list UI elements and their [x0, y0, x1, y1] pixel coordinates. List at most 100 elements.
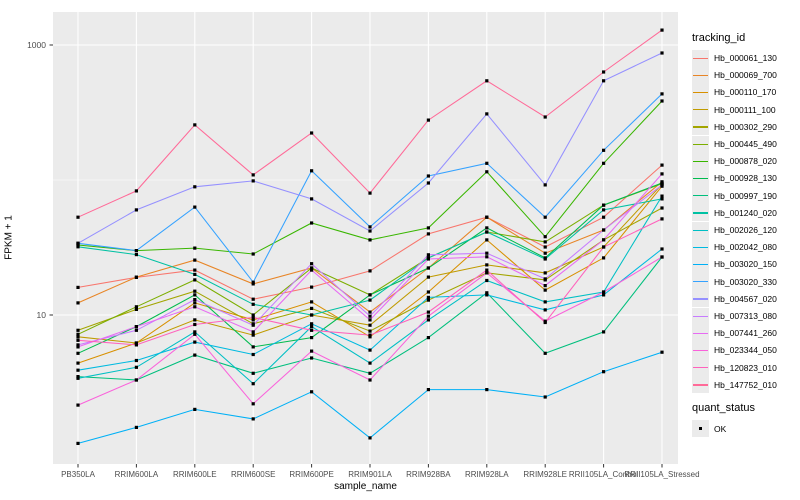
legend-item-Hb_120823_010: Hb_120823_010: [692, 359, 777, 377]
legend-label: Hb_000928_130: [714, 173, 777, 184]
legend-key-line: [692, 83, 709, 101]
data-point: [251, 252, 255, 256]
x-tick-label: RRIM901LA: [348, 470, 392, 479]
data-point: [310, 268, 314, 272]
data-point: [134, 425, 138, 429]
legend-item-Hb_000111_100: Hb_000111_100: [692, 101, 776, 119]
legend-title-quant-status: quant_status: [692, 402, 755, 414]
data-point: [310, 328, 314, 332]
x-tick-label: RRII105LA_Control: [569, 470, 639, 479]
legend-line-swatch: [693, 315, 708, 317]
legend-item-Hb_007313_080: Hb_007313_080: [692, 307, 777, 325]
legend-label: Hb_000061_130: [714, 53, 777, 63]
data-point: [310, 322, 314, 326]
legend-item-Hb_000069_700: Hb_000069_700: [692, 66, 777, 84]
legend-key-line: [692, 376, 709, 394]
data-point: [485, 161, 489, 165]
x-axis-title: sample_name: [334, 481, 397, 492]
legend-line-swatch: [693, 332, 708, 335]
legend-item-Hb_007441_260: Hb_007441_260: [692, 324, 777, 342]
data-point: [251, 318, 255, 322]
data-point: [310, 169, 314, 173]
data-point: [602, 330, 606, 334]
data-point: [426, 232, 430, 236]
legend-label: Hb_000111_100: [714, 104, 776, 115]
data-point: [251, 179, 255, 183]
data-point: [426, 295, 430, 299]
data-point: [660, 172, 664, 176]
legend-line-swatch: [693, 349, 708, 352]
data-point: [193, 289, 197, 293]
data-point: [251, 280, 255, 284]
legend-key-line: [692, 307, 709, 325]
data-point: [602, 79, 606, 83]
data-point: [310, 336, 314, 340]
data-point: [251, 315, 255, 319]
data-point: [485, 388, 489, 392]
data-point: [76, 332, 80, 336]
data-point: [193, 293, 197, 297]
legend-key-point: [692, 420, 709, 437]
x-tick-label: PB350LA: [61, 470, 95, 479]
data-point: [426, 310, 430, 314]
data-point: [76, 351, 80, 355]
data-point: [76, 345, 80, 349]
data-point: [426, 290, 430, 294]
legend-label: OK: [714, 423, 727, 434]
data-point: [426, 226, 430, 230]
data-point: [310, 300, 314, 304]
data-point: [543, 257, 547, 261]
data-point: [76, 285, 80, 289]
data-point: [368, 225, 372, 229]
legend-key-line: [692, 359, 709, 377]
data-point: [543, 284, 547, 288]
legend-label: Hb_001240_020: [714, 207, 777, 218]
data-point: [485, 271, 489, 275]
data-point: [134, 325, 138, 329]
data-point: [660, 51, 664, 55]
data-point: [485, 293, 489, 297]
data-point: [193, 301, 197, 305]
legend-item-Hb_000928_130: Hb_000928_130: [692, 169, 777, 187]
x-tick-label: RRII105LA_Stressed: [624, 470, 699, 479]
legend-key-line: [692, 290, 709, 308]
legend-label: Hb_000069_700: [714, 70, 777, 81]
data-point: [602, 256, 606, 260]
data-point: [543, 320, 547, 325]
data-point: [602, 161, 606, 165]
data-point: [310, 197, 314, 201]
data-point: [602, 70, 606, 74]
data-point: [310, 306, 314, 310]
data-point: [76, 343, 80, 347]
data-point: [76, 243, 80, 247]
x-tick-label: RRIM600LE: [173, 470, 217, 479]
data-point: [251, 323, 255, 327]
legend-label: Hb_000110_170: [714, 87, 777, 98]
legend-key-line: [692, 238, 709, 256]
legend-line-swatch: [693, 126, 708, 128]
legend-item-Hb_000110_170: Hb_000110_170: [692, 83, 777, 101]
data-point: [76, 376, 80, 380]
legend-key-line: [692, 49, 709, 67]
data-point: [310, 266, 314, 270]
legend-line-swatch: [693, 195, 708, 197]
data-point: [543, 215, 547, 219]
legend-label: Hb_003020_150: [714, 259, 777, 270]
legend-label: Hb_007313_080: [714, 311, 777, 321]
y-axis-title: FPKM + 1: [3, 215, 15, 260]
data-point: [76, 215, 80, 219]
legend-line-swatch: [693, 367, 708, 369]
legend-item-Hb_004567_020: Hb_004567_020: [692, 290, 777, 308]
legend-label: Hb_002042_080: [714, 242, 777, 253]
legend-line-swatch: [693, 177, 708, 180]
legend-key-line: [692, 273, 709, 291]
data-point: [485, 278, 489, 283]
legend-line-swatch: [693, 298, 708, 300]
legend-item-Hb_003020_150: Hb_003020_150: [692, 255, 777, 273]
legend-line-swatch: [693, 384, 708, 386]
data-point: [426, 388, 430, 392]
data-point: [251, 330, 255, 334]
legend-key-line: [692, 324, 709, 342]
data-point: [193, 278, 197, 282]
